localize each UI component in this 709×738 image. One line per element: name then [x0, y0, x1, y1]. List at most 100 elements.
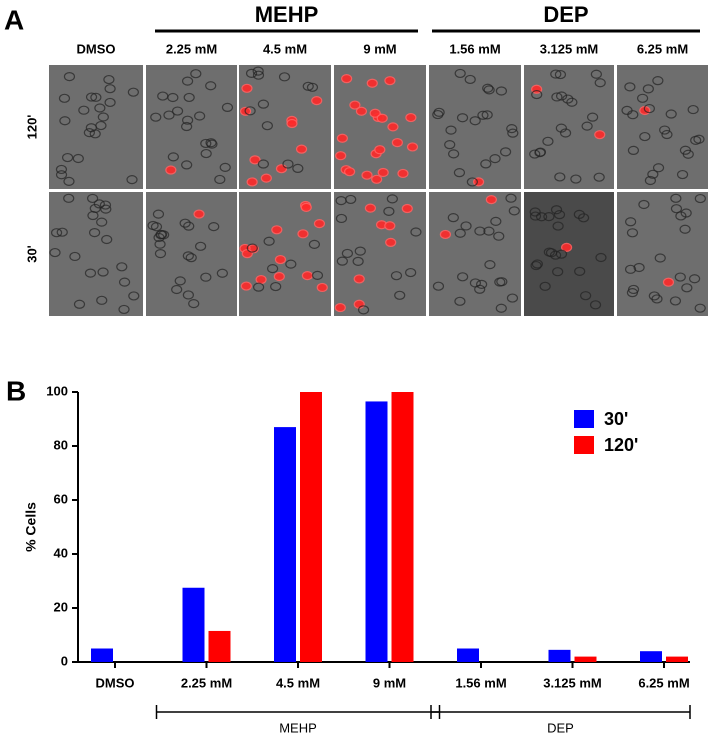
- cell: [454, 296, 466, 306]
- cell: [495, 86, 508, 96]
- cell: [559, 128, 572, 138]
- cell: [308, 239, 320, 249]
- cell: [401, 203, 413, 214]
- cell: [495, 303, 507, 313]
- cell: [205, 138, 217, 148]
- cell: [659, 125, 671, 135]
- cell: [127, 87, 139, 97]
- cell: [638, 199, 650, 210]
- cell: [405, 112, 417, 123]
- cell: [454, 68, 466, 79]
- cell: [652, 76, 664, 86]
- cell: [457, 272, 469, 282]
- cell: [651, 294, 663, 304]
- cell: [385, 237, 397, 247]
- cell: [694, 303, 706, 313]
- cell: [570, 174, 582, 184]
- cell: [96, 295, 108, 305]
- cell: [88, 227, 101, 238]
- cell: [542, 136, 554, 146]
- x-tick-label: 6.25 mM: [638, 675, 689, 690]
- legend-swatch: [574, 436, 594, 454]
- cell: [301, 271, 314, 281]
- cell: [469, 116, 481, 126]
- column-label: 9 mM: [363, 41, 396, 56]
- cell: [104, 84, 116, 94]
- cell: [644, 175, 656, 186]
- cell: [311, 270, 324, 280]
- bar: [574, 656, 597, 662]
- cell: [506, 293, 519, 303]
- cell: [590, 69, 602, 79]
- y-tick-label: 0: [61, 653, 68, 668]
- cell: [543, 247, 555, 257]
- cell: [181, 76, 194, 86]
- cell: [554, 172, 566, 182]
- cell: [200, 272, 212, 282]
- cell: [594, 130, 606, 140]
- cell: [633, 262, 645, 273]
- cell: [311, 96, 323, 106]
- cell: [410, 227, 422, 237]
- cell: [116, 262, 128, 272]
- cell: [480, 159, 492, 169]
- cell: [674, 272, 686, 282]
- cell: [581, 121, 593, 131]
- cell: [687, 104, 699, 115]
- cell: [551, 92, 563, 102]
- cell: [580, 291, 592, 301]
- cell: [669, 296, 682, 306]
- cell: [454, 228, 466, 238]
- cell: [99, 200, 112, 210]
- cell: [507, 128, 519, 138]
- cell: [477, 110, 489, 120]
- cell: [562, 94, 574, 104]
- x-tick-label: 3.125 mM: [543, 675, 602, 690]
- column-label: 2.25 mM: [166, 41, 217, 56]
- cell: [104, 97, 116, 108]
- cell: [167, 92, 179, 103]
- cell: [193, 209, 205, 219]
- micrograph: [334, 192, 426, 316]
- cell: [530, 260, 542, 271]
- cell: [61, 152, 74, 163]
- cell: [282, 159, 294, 169]
- cell: [654, 253, 666, 263]
- cell: [56, 227, 68, 237]
- cell: [554, 69, 567, 80]
- cell: [183, 92, 195, 103]
- cell: [152, 209, 165, 219]
- cell: [150, 222, 163, 232]
- cell: [167, 152, 179, 162]
- cell: [566, 97, 578, 107]
- cell: [55, 164, 68, 175]
- cell: [245, 68, 258, 78]
- cell: [589, 300, 602, 310]
- cell: [267, 264, 279, 274]
- bar: [457, 648, 479, 662]
- cell: [240, 281, 252, 291]
- bar: [300, 392, 322, 662]
- cell: [165, 165, 177, 175]
- cell: [529, 149, 541, 159]
- cell: [652, 163, 665, 173]
- bar: [640, 651, 662, 662]
- cell: [300, 202, 312, 212]
- cell: [174, 276, 186, 286]
- cell: [371, 174, 383, 184]
- cell: [72, 153, 84, 164]
- cell: [73, 299, 86, 309]
- cell: [252, 66, 264, 76]
- cell: [154, 248, 167, 259]
- cell: [555, 123, 567, 133]
- cell: [552, 221, 564, 231]
- cell: [83, 128, 95, 138]
- cell: [627, 145, 640, 156]
- cell: [341, 248, 354, 259]
- cell: [642, 84, 654, 94]
- cell: [499, 147, 512, 157]
- cell: [355, 106, 368, 116]
- cell: [278, 72, 291, 82]
- cell: [84, 268, 97, 278]
